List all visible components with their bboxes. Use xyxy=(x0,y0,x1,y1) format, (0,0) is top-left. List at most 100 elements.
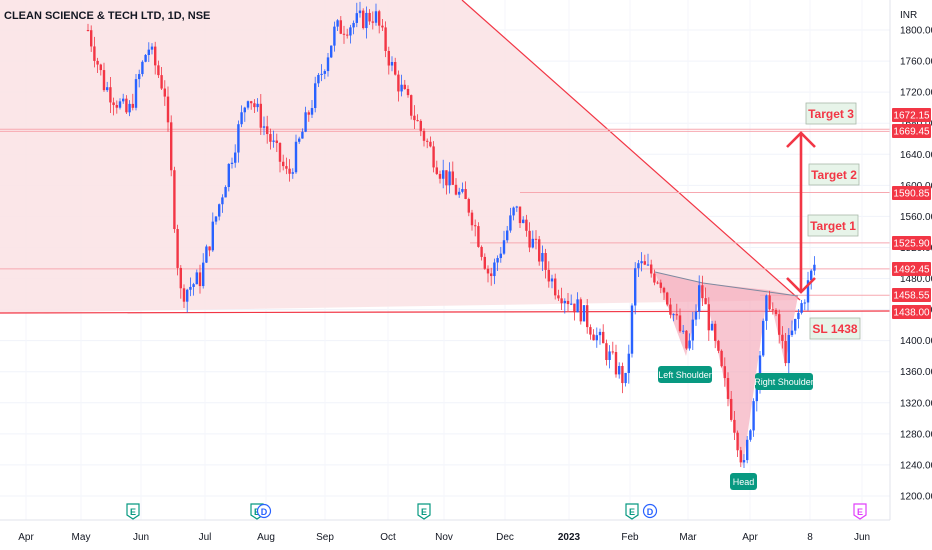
right-shoulder-shape xyxy=(768,290,798,364)
candle xyxy=(682,324,685,334)
candle xyxy=(794,318,797,335)
candle xyxy=(352,20,355,35)
target-2-box[interactable]: Target 2 xyxy=(808,163,860,186)
candle xyxy=(336,19,339,32)
candle xyxy=(192,282,195,296)
price-badges: 1672.15 1669.45 1590.85 1525.90 1492.45 1458.… xyxy=(892,108,931,319)
time-tick-label: Jul xyxy=(199,532,212,543)
dividend-icon[interactable]: D xyxy=(256,503,272,519)
time-tick-label: Oct xyxy=(380,532,396,543)
left-shoulder-tag[interactable]: Left Shoulder xyxy=(658,366,712,383)
target-2-label: Target 2 xyxy=(811,168,857,182)
candle xyxy=(570,294,573,306)
svg-text:1458.55: 1458.55 xyxy=(893,291,930,302)
candle xyxy=(202,253,205,289)
candle xyxy=(733,411,736,441)
candle xyxy=(166,86,170,132)
candle xyxy=(128,100,131,117)
candle xyxy=(346,28,349,39)
candle xyxy=(483,253,486,270)
candle xyxy=(474,219,477,237)
candle xyxy=(86,23,90,32)
candle xyxy=(784,333,787,367)
candle xyxy=(714,320,717,349)
candle xyxy=(333,21,336,52)
time-axis-ticks: Apr May Jun Jul Aug Sep Oct Nov Dec 2023 Feb Mar Apr… xyxy=(18,532,870,543)
head-shape xyxy=(703,283,768,466)
candle xyxy=(243,106,246,122)
candle xyxy=(224,185,227,198)
candle xyxy=(109,76,112,113)
candle xyxy=(502,230,506,255)
target-3-label: Target 3 xyxy=(808,107,854,121)
candle xyxy=(234,144,237,168)
candle xyxy=(704,287,707,305)
candle xyxy=(544,248,547,279)
time-tick-label: Feb xyxy=(621,532,639,543)
candle xyxy=(294,134,298,174)
candle xyxy=(634,262,637,315)
svg-text:E: E xyxy=(421,507,427,517)
candle xyxy=(131,93,134,111)
time-tick-label: May xyxy=(72,532,91,543)
candle xyxy=(762,318,765,358)
candle xyxy=(365,6,368,39)
candle xyxy=(186,288,189,313)
neckline xyxy=(654,271,799,297)
candle xyxy=(707,297,710,341)
candle xyxy=(528,222,531,253)
candle xyxy=(781,326,784,349)
candle xyxy=(419,119,422,137)
candle xyxy=(406,85,410,98)
candle xyxy=(384,21,387,58)
candle xyxy=(710,320,714,331)
dividend-icon[interactable]: D xyxy=(642,503,658,519)
descending-trendline xyxy=(461,0,801,301)
earnings-icon[interactable]: E xyxy=(417,503,431,520)
candle xyxy=(394,57,397,76)
target-1-label: Target 1 xyxy=(810,219,856,233)
candle xyxy=(154,41,157,75)
head-tag[interactable]: Head xyxy=(730,473,757,490)
target-1-box[interactable]: Target 1 xyxy=(807,214,859,237)
candle xyxy=(720,349,723,368)
candle xyxy=(611,341,614,355)
candle xyxy=(458,187,461,198)
earnings-icon[interactable]: E xyxy=(625,503,639,520)
candle xyxy=(538,235,541,266)
time-tick-label: Jun xyxy=(854,532,870,543)
candle xyxy=(787,328,790,374)
svg-text:1525.90: 1525.90 xyxy=(893,239,930,250)
candle xyxy=(656,280,659,285)
candle xyxy=(266,115,269,144)
event-markers: EEDEEDE xyxy=(126,503,867,520)
svg-text:E: E xyxy=(130,507,136,517)
candle xyxy=(496,255,499,271)
earnings-icon[interactable]: E xyxy=(853,503,867,520)
candle xyxy=(579,297,582,325)
candle xyxy=(534,230,538,250)
candle xyxy=(810,269,813,290)
target-3-box[interactable]: Target 3 xyxy=(805,102,857,125)
right-shoulder-tag[interactable]: Right Shoulder xyxy=(754,373,814,390)
candle xyxy=(566,293,570,311)
candle xyxy=(694,304,698,326)
stop-loss-box[interactable]: SL 1438 xyxy=(809,317,861,340)
time-tick-label: Nov xyxy=(435,532,453,543)
candle xyxy=(330,45,333,59)
candle xyxy=(125,95,128,115)
earnings-icon[interactable]: E xyxy=(126,503,140,520)
candle xyxy=(349,24,352,44)
candle xyxy=(608,345,611,369)
candle xyxy=(435,160,438,176)
candle xyxy=(547,261,550,288)
candle xyxy=(416,114,419,122)
candle xyxy=(240,105,243,128)
candle xyxy=(790,320,794,338)
candle xyxy=(490,267,493,286)
candle xyxy=(509,207,512,233)
candle xyxy=(573,303,576,321)
stop-loss-label: SL 1438 xyxy=(812,322,857,336)
candle xyxy=(320,64,323,82)
